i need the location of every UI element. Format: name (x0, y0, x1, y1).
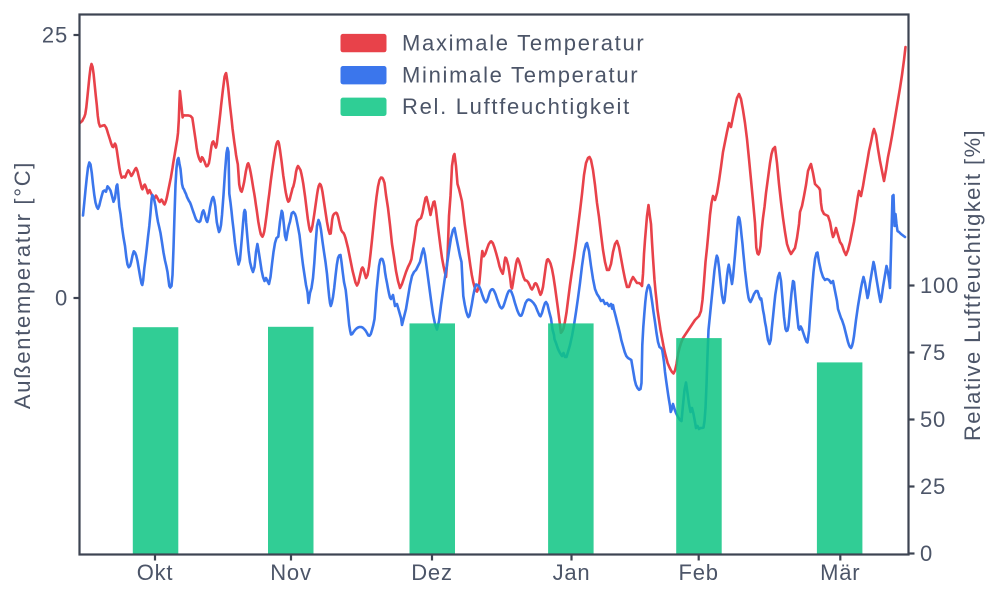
svg-text:Mär: Mär (820, 560, 860, 585)
svg-text:Okt: Okt (137, 560, 174, 585)
svg-text:0: 0 (920, 541, 933, 566)
svg-text:Nov: Nov (270, 560, 312, 585)
svg-text:Dez: Dez (411, 560, 453, 585)
svg-text:25: 25 (42, 23, 68, 48)
svg-text:Maximale Temperatur: Maximale Temperatur (402, 31, 645, 56)
svg-text:100: 100 (920, 273, 959, 298)
svg-text:Feb: Feb (679, 560, 719, 585)
svg-text:Rel. Luftfeuchtigkeit: Rel. Luftfeuchtigkeit (402, 94, 631, 119)
svg-text:25: 25 (920, 474, 946, 499)
svg-text:Außentemperatur [°C]: Außentemperatur [°C] (10, 161, 35, 409)
svg-text:Minimale Temperatur: Minimale Temperatur (402, 63, 639, 88)
svg-text:0: 0 (55, 286, 68, 311)
svg-text:75: 75 (920, 340, 946, 365)
svg-text:Relative Luftfeuchtigkeit [%]: Relative Luftfeuchtigkeit [%] (960, 129, 985, 441)
svg-text:50: 50 (920, 407, 946, 432)
svg-text:Jan: Jan (553, 560, 591, 585)
